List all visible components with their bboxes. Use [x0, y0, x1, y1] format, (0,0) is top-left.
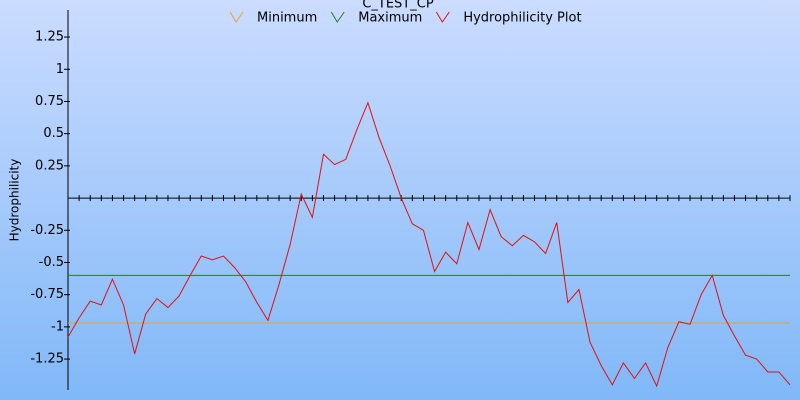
legend-label: Hydrophilicity Plot: [463, 11, 581, 26]
y-tick-label: 0.5: [43, 126, 64, 141]
y-tick-label: -0.25: [30, 223, 64, 238]
y-tick-label: -0.5: [39, 255, 64, 270]
y-tick-label: -1.25: [30, 352, 64, 367]
legend-icon: [229, 11, 244, 23]
legend-label: Minimum: [257, 11, 317, 26]
y-tick-label: 1.25: [35, 30, 64, 45]
y-axis-label: Hydrophilicity: [8, 159, 22, 242]
y-tick-label: 1: [56, 62, 64, 77]
data-line: [67, 101, 791, 388]
y-tick-label: -1: [51, 319, 64, 334]
y-tick-label: -0.75: [30, 287, 64, 302]
legend-icon: [330, 11, 345, 23]
y-tick-label: 0.25: [35, 158, 64, 173]
y-tick-label: 0.75: [35, 94, 64, 109]
legend-label: Maximum: [358, 11, 422, 26]
chart-title: C_TEST_CP: [362, 0, 434, 12]
legend-icon: [435, 11, 450, 23]
